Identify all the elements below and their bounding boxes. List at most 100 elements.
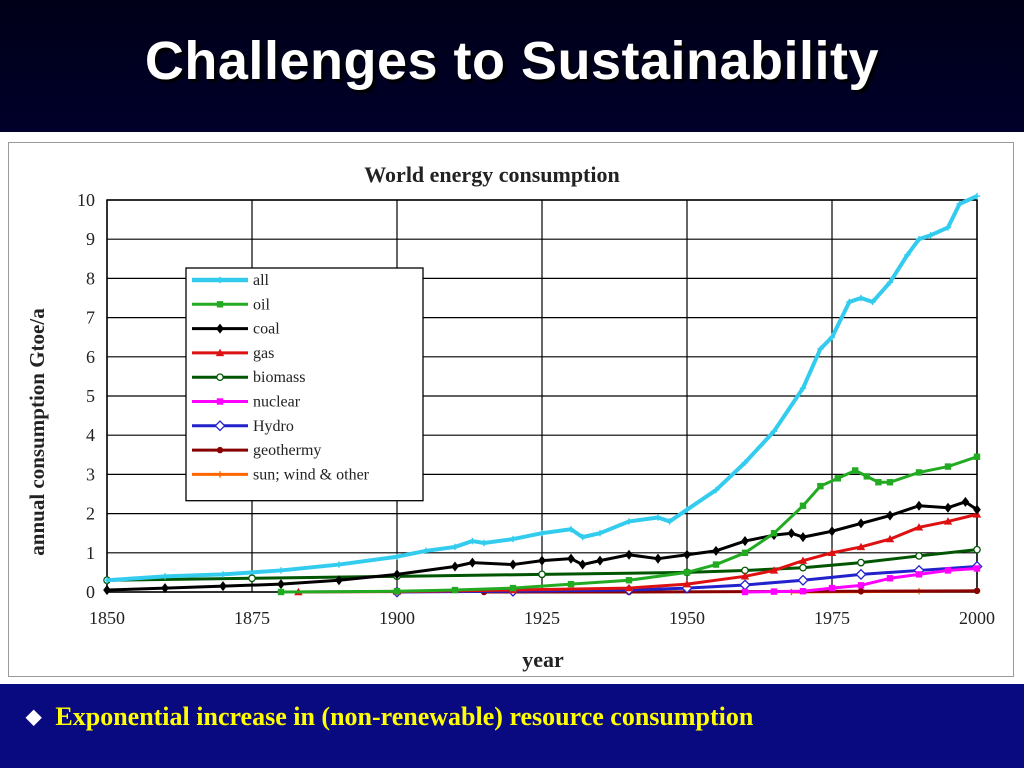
data-point-all: [956, 200, 963, 208]
legend-swatch-marker: [216, 373, 224, 382]
data-point-all: [451, 543, 459, 551]
x-axis-label: year: [522, 647, 564, 672]
data-point-nuclear: [915, 571, 923, 578]
data-point-coal: [538, 555, 546, 566]
data-point-all: [161, 573, 169, 580]
data-point-all: [846, 298, 853, 306]
y-tick-label: 0: [86, 582, 95, 602]
data-point-oil: [712, 561, 720, 568]
data-point-gas: [856, 542, 866, 551]
data-point-coal: [787, 528, 796, 539]
data-point-all: [857, 294, 865, 302]
data-point-oil: [817, 482, 824, 490]
data-point-all: [509, 535, 517, 543]
legend-entry-gas: gas: [192, 345, 274, 362]
data-point-nuclear: [973, 565, 981, 572]
data-point-oil: [509, 584, 517, 592]
y-tick-label: 7: [86, 308, 95, 328]
data-point-biomass: [248, 574, 256, 583]
data-point-nuclear: [857, 582, 865, 589]
legend-entry-oil: oil: [192, 296, 270, 313]
data-point-all: [393, 553, 401, 560]
data-point-coal: [219, 581, 227, 592]
data-point-coal: [654, 553, 662, 564]
legend-entry-biomass: biomass: [192, 369, 305, 386]
data-point-nuclear: [944, 567, 952, 574]
y-tick-label: 8: [86, 268, 95, 288]
data-point-coal: [828, 526, 836, 537]
legend-entry-sun-wind-other: sun; wind & other: [192, 466, 370, 483]
data-point-oil: [683, 569, 691, 576]
legend-swatch-marker: [216, 301, 224, 308]
data-point-gas: [682, 579, 692, 588]
data-point-hydro: [739, 579, 751, 591]
data-point-oil: [944, 463, 952, 470]
data-point-all: [538, 530, 546, 537]
data-point-coal: [683, 549, 691, 560]
data-point-all: [567, 526, 575, 533]
data-point-coal: [451, 561, 459, 572]
legend-swatch-marker: [216, 276, 224, 284]
data-point-coal: [103, 585, 111, 596]
data-point-coal: [468, 557, 477, 568]
data-point-all: [828, 334, 836, 341]
series-gas: [294, 510, 982, 596]
data-point-all: [480, 539, 488, 547]
bottom-bar: [0, 684, 1024, 768]
data-point-nuclear: [828, 584, 836, 592]
series-line-coal: [106, 500, 978, 592]
data-point-all: [712, 486, 720, 494]
y-tick-label: 3: [86, 464, 95, 484]
legend-label: Hydro: [253, 418, 294, 435]
data-point-coal: [973, 504, 981, 515]
series-line-biomass: [106, 548, 978, 582]
data-point-all: [335, 561, 343, 568]
x-tick-label: 1925: [524, 608, 560, 628]
data-point-all: [683, 506, 691, 513]
data-point-all: [799, 384, 807, 392]
legend-label: sun; wind & other: [253, 466, 370, 483]
data-point-oil: [799, 502, 807, 509]
data-point-nuclear: [770, 588, 778, 595]
data-point-gas: [769, 566, 779, 574]
data-point-coal: [277, 579, 285, 590]
chart-title: World energy consumption: [364, 162, 619, 187]
data-point-gas: [943, 517, 953, 525]
data-point-all: [770, 428, 778, 435]
y-axis-label: annual consumption Gtoe/a: [25, 308, 49, 556]
legend-label: coal: [253, 321, 280, 338]
y-tick-label: 5: [86, 386, 95, 406]
legend-swatch-marker: [214, 420, 226, 432]
legend-swatch-marker: [216, 398, 224, 405]
y-tick-label: 10: [77, 190, 95, 210]
title-bar: Challenges to Sustainability: [0, 0, 1024, 132]
data-point-biomass: [538, 570, 546, 579]
data-point-all: [944, 224, 952, 231]
data-point-nuclear: [799, 588, 807, 595]
legend-entry-nuclear: nuclear: [192, 394, 301, 411]
data-point-coal: [509, 559, 517, 570]
legend-entry-coal: coal: [192, 321, 280, 338]
data-point-oil: [741, 549, 749, 556]
data-point-all: [666, 518, 673, 525]
data-point-all: [469, 537, 476, 545]
x-tick-label: 1975: [814, 608, 850, 628]
data-point-biomass: [973, 545, 981, 554]
data-point-coal: [799, 532, 807, 543]
data-point-coal: [393, 569, 401, 580]
data-point-hydro: [797, 574, 809, 586]
data-point-geothermy: [973, 587, 981, 595]
data-point-nuclear: [886, 575, 894, 582]
legend-label: all: [253, 272, 270, 289]
data-point-coal: [578, 559, 587, 570]
data-point-oil: [451, 586, 459, 594]
legend-entry-geothermy: geothermy: [192, 442, 321, 459]
data-point-oil: [277, 588, 285, 596]
y-tick-label: 1: [86, 543, 95, 563]
data-point-geothermy: [857, 588, 865, 595]
chart-panel: World energy consumption 0 1 2 3 4 5 6 7 8 9 10 185…: [0, 132, 1024, 684]
data-point-biomass: [857, 558, 865, 567]
data-point-oil: [567, 580, 575, 588]
series-nuclear: [741, 565, 981, 596]
data-point-gas: [624, 583, 634, 592]
